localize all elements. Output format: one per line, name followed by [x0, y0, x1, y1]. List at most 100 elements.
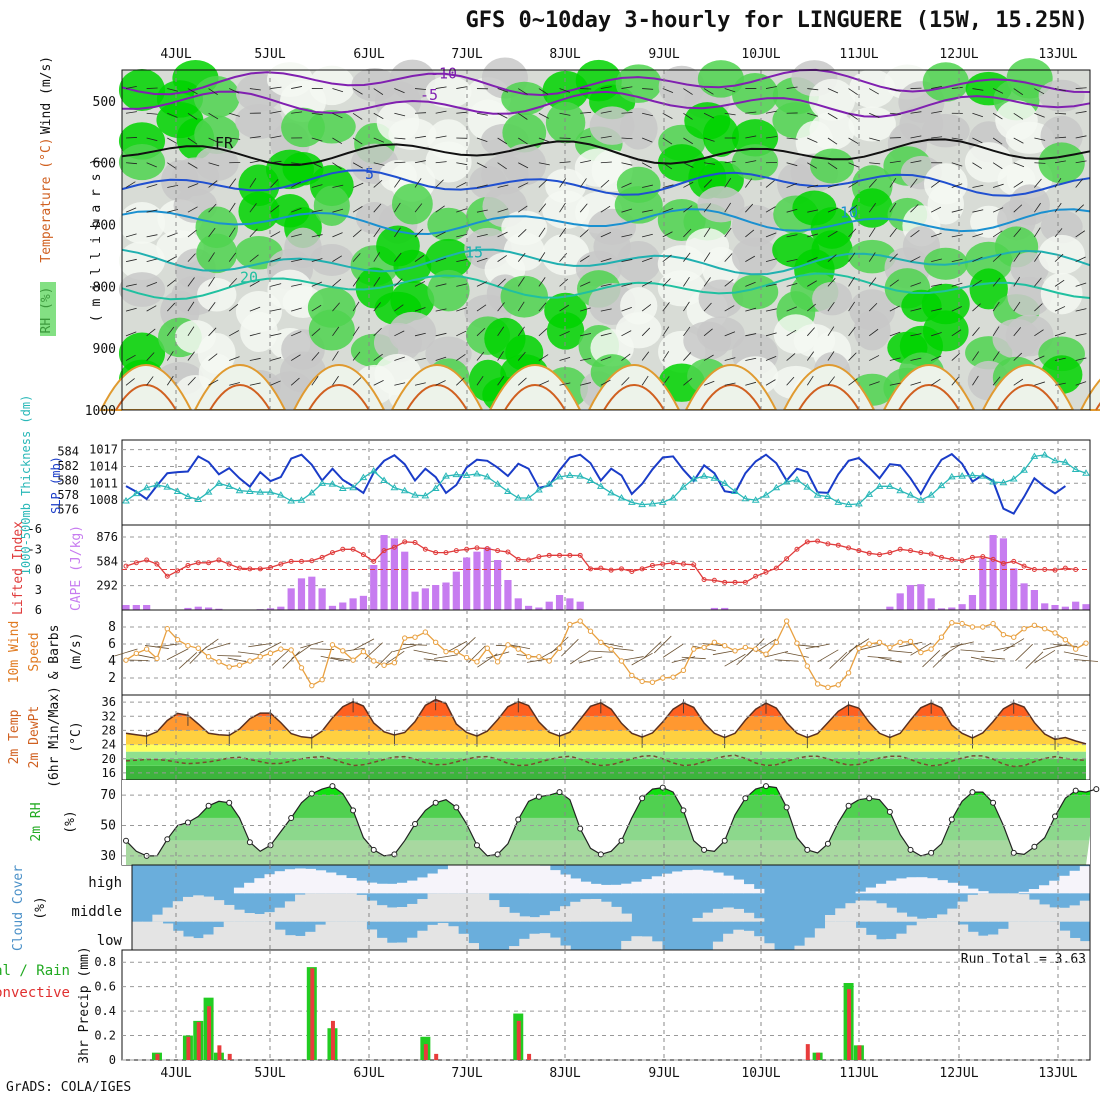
wind-barb — [992, 112, 1003, 120]
wind-barb-surface — [393, 644, 417, 653]
wind-speed-point — [701, 644, 707, 651]
wind-barb — [868, 302, 878, 312]
cape-bar — [473, 551, 481, 610]
wind-barb-surface — [910, 642, 932, 656]
cloud-cell — [611, 884, 622, 894]
thickness-point — [359, 473, 368, 481]
wind-barb — [1034, 162, 1046, 164]
wind-barb — [580, 281, 591, 287]
wind-barb — [187, 301, 195, 312]
li-point — [938, 554, 944, 560]
wind-speed-point — [866, 641, 872, 647]
wind-barb — [724, 253, 733, 262]
cape-bar — [132, 605, 140, 610]
wind-barb-surface — [888, 650, 913, 654]
cape-bar — [886, 606, 894, 610]
cloud-cell — [407, 880, 418, 894]
wind-barb — [291, 307, 302, 312]
wind-barb — [435, 283, 447, 287]
wind-barb — [394, 112, 406, 117]
wind-barb — [703, 227, 711, 238]
cloud-cell — [947, 908, 959, 922]
li-point — [742, 579, 748, 585]
wind-barb — [683, 377, 693, 386]
li-point — [618, 566, 624, 572]
cloud-cell — [733, 908, 744, 922]
wind-barb — [311, 184, 323, 188]
li-point — [123, 563, 129, 569]
cloud-cell — [855, 900, 867, 922]
wind-barb — [517, 377, 527, 386]
cloud-cell — [916, 921, 928, 950]
wind-barb-surface — [764, 650, 789, 658]
wind-barb — [332, 208, 344, 213]
wind-barb — [1013, 301, 1021, 312]
wind-barb — [208, 180, 218, 188]
thickness-point — [1009, 475, 1018, 482]
cloud-cell — [295, 868, 306, 894]
li-point — [381, 548, 387, 554]
wind-barb — [642, 112, 653, 117]
cloud-cell — [244, 882, 255, 894]
wind-barb — [1075, 87, 1087, 89]
wind-barb — [683, 228, 692, 238]
rh-point — [701, 846, 708, 853]
temp-band — [126, 730, 1086, 745]
wind-speed-point — [990, 620, 996, 627]
rh-tick-label: 30 — [100, 849, 116, 864]
thickness-point — [276, 491, 285, 498]
wind-barb — [600, 179, 610, 188]
wind-barb — [972, 303, 981, 312]
cape-bar — [906, 585, 915, 610]
wind-barb — [373, 162, 385, 166]
cloud-cell — [529, 917, 541, 922]
wind-barb — [497, 351, 504, 361]
wind-barb — [414, 203, 423, 213]
wind-barb — [724, 178, 732, 188]
wind-speed-point — [567, 621, 573, 628]
wind-barb — [641, 327, 651, 337]
wind-barb — [992, 351, 1000, 361]
wind-barb — [580, 357, 592, 361]
wind-barb — [167, 112, 178, 118]
wind-barb — [435, 308, 447, 312]
rh-cell — [502, 112, 547, 153]
wind-barb — [435, 179, 444, 188]
wind-barb-surface — [155, 643, 180, 648]
rh-cell — [702, 114, 739, 157]
wind-barb — [187, 351, 195, 361]
thickness-point — [225, 482, 234, 489]
rh-cell — [308, 65, 355, 106]
rh-point — [1031, 843, 1038, 850]
cloud-cell — [346, 878, 357, 894]
wind-barb — [332, 326, 340, 337]
wind-barb — [208, 227, 216, 238]
cloud-cell — [937, 880, 948, 894]
rh-point — [1093, 786, 1100, 793]
thickness-point — [369, 467, 378, 474]
wind-barb — [1013, 162, 1025, 168]
wind-barb — [662, 112, 673, 119]
thickness-tick-label: 578 — [57, 488, 79, 502]
cloud-cell — [376, 883, 388, 894]
wind-barb — [724, 227, 732, 238]
wind-barb — [765, 283, 777, 287]
wind-barb — [600, 135, 612, 139]
cloud-cell — [855, 891, 867, 894]
cloud-cell — [1039, 904, 1050, 922]
wind-barb — [579, 203, 588, 213]
cloud-cell — [356, 880, 367, 894]
warm-layer-inner — [209, 384, 271, 411]
cloud-cell — [529, 933, 541, 950]
wind-barb — [1054, 332, 1066, 337]
li-point — [825, 541, 831, 547]
wind-barb — [806, 351, 815, 361]
wind-speed-point — [432, 639, 439, 645]
rh-point — [432, 799, 439, 806]
cloud-cell — [295, 894, 306, 922]
wind-barb — [1013, 276, 1021, 287]
isotherm-label: 20 — [240, 268, 258, 286]
wind-barb — [435, 205, 445, 213]
cape-bar — [452, 571, 460, 610]
wind-barb-surface — [413, 649, 438, 656]
